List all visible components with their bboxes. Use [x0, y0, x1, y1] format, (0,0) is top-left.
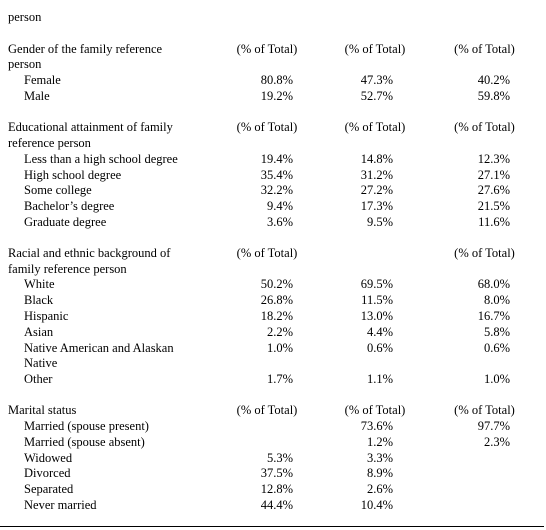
column-header: (% of Total) — [454, 246, 515, 260]
row-label: Native American and Alaskan — [24, 341, 174, 355]
cell-value: 31.2% — [360, 168, 393, 182]
row-label: Married (spouse absent) — [24, 435, 145, 449]
row-label: Less than a high school degree — [24, 152, 178, 166]
column-header: (% of Total) — [454, 42, 515, 56]
cell-value: 8.0% — [483, 293, 510, 307]
column-header: (% of Total) — [344, 403, 406, 417]
column-header: (% of Total) — [236, 42, 298, 56]
cell-value: 27.6% — [477, 183, 510, 197]
table-bottom-rule — [0, 526, 544, 527]
row-label: Widowed — [24, 451, 73, 465]
cell-value: 5.8% — [483, 325, 510, 339]
column-header: (% of Total) — [236, 120, 298, 134]
cell-value: 13.0% — [360, 309, 393, 323]
top-line: person — [8, 10, 42, 24]
cell-value: 68.0% — [477, 277, 510, 291]
cell-value: 1.0% — [483, 372, 510, 386]
section-heading: reference person — [8, 136, 91, 150]
cell-value: 0.6% — [366, 341, 393, 355]
row-label: Married (spouse present) — [24, 419, 149, 433]
cell-value: 73.6% — [360, 419, 393, 433]
cell-value: 10.4% — [360, 498, 393, 512]
column-header: (% of Total) — [454, 120, 515, 134]
row-label: Male — [24, 89, 50, 103]
row-label: White — [24, 277, 55, 291]
cell-value: 1.2% — [366, 435, 393, 449]
cell-value: 35.4% — [260, 168, 293, 182]
cell-value: 12.8% — [260, 482, 293, 496]
cell-value: 27.2% — [360, 183, 393, 197]
column-header: (% of Total) — [344, 120, 406, 134]
row-label: Separated — [24, 482, 74, 496]
row-label: Female — [24, 73, 61, 87]
cell-value: 69.5% — [360, 277, 393, 291]
cell-value: 3.3% — [366, 451, 393, 465]
cell-value: 5.3% — [266, 451, 293, 465]
cell-value: 26.8% — [260, 293, 293, 307]
cell-value: 1.7% — [266, 372, 293, 386]
cell-value: 1.1% — [366, 372, 393, 386]
cell-value: 40.2% — [477, 73, 510, 87]
section-heading: Racial and ethnic background of — [8, 246, 171, 260]
cell-value: 19.2% — [260, 89, 293, 103]
cell-value: 52.7% — [360, 89, 393, 103]
column-header: (% of Total) — [344, 42, 406, 56]
cell-value: 2.2% — [266, 325, 293, 339]
column-header: (% of Total) — [454, 403, 515, 417]
row-label: Divorced — [24, 466, 71, 480]
cell-value: 11.5% — [361, 293, 393, 307]
section-heading: person — [8, 57, 42, 71]
cell-value: 47.3% — [360, 73, 393, 87]
cell-value: 97.7% — [477, 419, 510, 433]
row-label: Bachelor’s degree — [24, 199, 115, 213]
column-header: (% of Total) — [236, 246, 298, 260]
cell-value: 32.2% — [260, 183, 293, 197]
row-label: Other — [24, 372, 53, 386]
cell-value: 27.1% — [477, 168, 510, 182]
row-label-continuation: Native — [24, 356, 58, 370]
cell-value: 3.6% — [266, 215, 293, 229]
section-heading: Gender of the family reference — [8, 42, 163, 56]
row-label: Graduate degree — [24, 215, 107, 229]
cell-value: 0.6% — [483, 341, 510, 355]
cell-value: 21.5% — [477, 199, 510, 213]
cell-value: 18.2% — [260, 309, 293, 323]
cell-value: 59.8% — [477, 89, 510, 103]
cell-value: 4.4% — [366, 325, 393, 339]
cell-value: 80.8% — [260, 73, 293, 87]
section-heading: Marital status — [8, 403, 77, 417]
cell-value: 9.4% — [266, 199, 293, 213]
cell-value: 8.9% — [366, 466, 393, 480]
row-label: Never married — [24, 498, 97, 512]
cell-value: 44.4% — [260, 498, 293, 512]
row-label: Black — [24, 293, 54, 307]
cell-value: 17.3% — [360, 199, 393, 213]
cell-value: 2.3% — [483, 435, 510, 449]
column-header: (% of Total) — [236, 403, 298, 417]
row-label: Some college — [24, 183, 92, 197]
cell-value: 37.5% — [260, 466, 293, 480]
cell-value: 2.6% — [366, 482, 393, 496]
row-label: High school degree — [24, 168, 122, 182]
section-heading: family reference person — [8, 262, 127, 276]
cell-value: 14.8% — [360, 152, 393, 166]
cell-value: 11.6% — [478, 215, 510, 229]
cell-value: 50.2% — [260, 277, 293, 291]
row-label: Asian — [24, 325, 54, 339]
section-heading: Educational attainment of family — [8, 120, 173, 134]
cell-value: 16.7% — [477, 309, 510, 323]
cell-value: 19.4% — [260, 152, 293, 166]
cell-value: 12.3% — [477, 152, 510, 166]
cell-value: 9.5% — [366, 215, 393, 229]
cell-value: 1.0% — [266, 341, 293, 355]
row-label: Hispanic — [24, 309, 69, 323]
